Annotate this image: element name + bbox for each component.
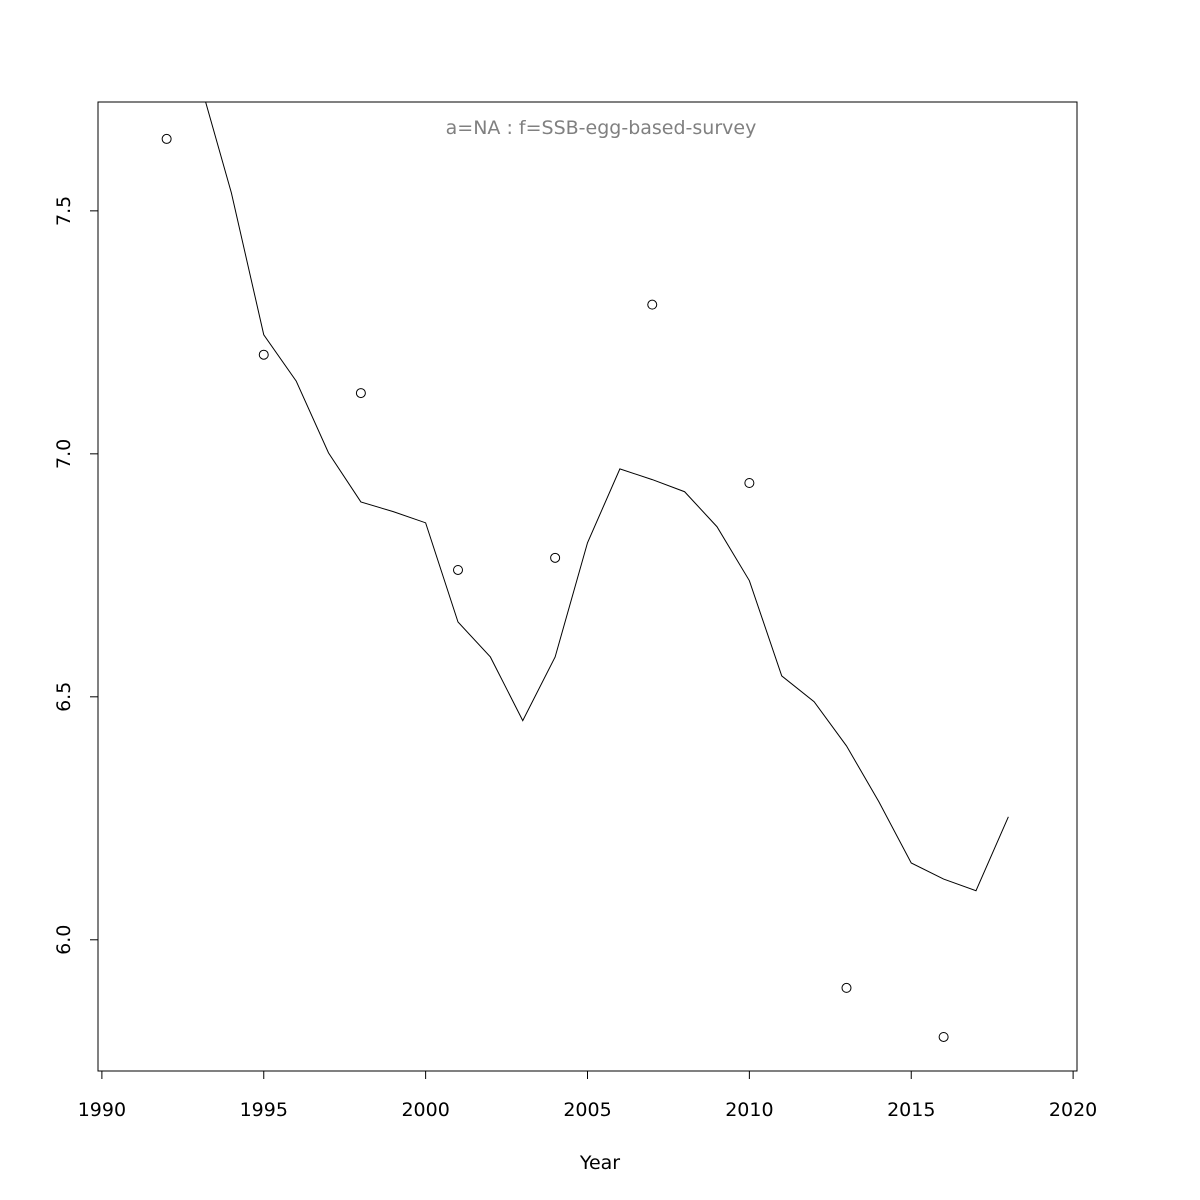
x-tick-label: 2020 [1049, 1099, 1097, 1121]
x-tick-label: 2000 [401, 1099, 449, 1121]
x-tick-label: 2005 [563, 1099, 611, 1121]
x-tick-label: 2015 [887, 1099, 935, 1121]
x-tick-label: 2010 [725, 1099, 773, 1121]
y-tick-label: 6.5 [53, 682, 75, 712]
point [161, 133, 172, 144]
point [841, 982, 852, 993]
x-tick-label: 1995 [240, 1099, 288, 1121]
point [647, 299, 658, 310]
point [938, 1031, 949, 1042]
plot-area [161, 102, 1009, 1042]
x-tick-label: 1990 [78, 1099, 126, 1121]
chart-title: a=NA : f=SSB-egg-based-survey [446, 117, 757, 139]
point [744, 477, 755, 488]
point [355, 388, 366, 399]
line [205, 102, 1009, 892]
plot-box [97, 101, 1078, 1072]
y-tick-label: 7.5 [53, 196, 75, 226]
y-tick-label: 6.0 [53, 925, 75, 955]
x-axis-label: Year [579, 1152, 620, 1174]
point [258, 349, 269, 360]
point [453, 564, 464, 575]
point [550, 552, 561, 563]
y-tick-label: 7.0 [53, 439, 75, 469]
